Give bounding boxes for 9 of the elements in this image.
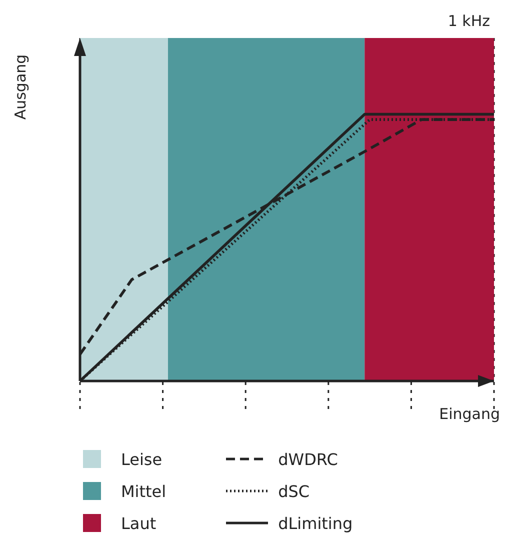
y-axis-title: Ausgang <box>12 54 30 120</box>
text: Leise <box>121 450 162 468</box>
text: Laut <box>121 514 156 532</box>
legend-label: dSC <box>278 482 310 500</box>
chart-title: 1 kHz <box>448 12 490 30</box>
x-axis-title: Eingang <box>439 405 500 423</box>
legend-label: dLimiting <box>278 514 353 532</box>
text: Mittel <box>121 482 166 500</box>
legend-label: dWDRC <box>278 450 338 468</box>
